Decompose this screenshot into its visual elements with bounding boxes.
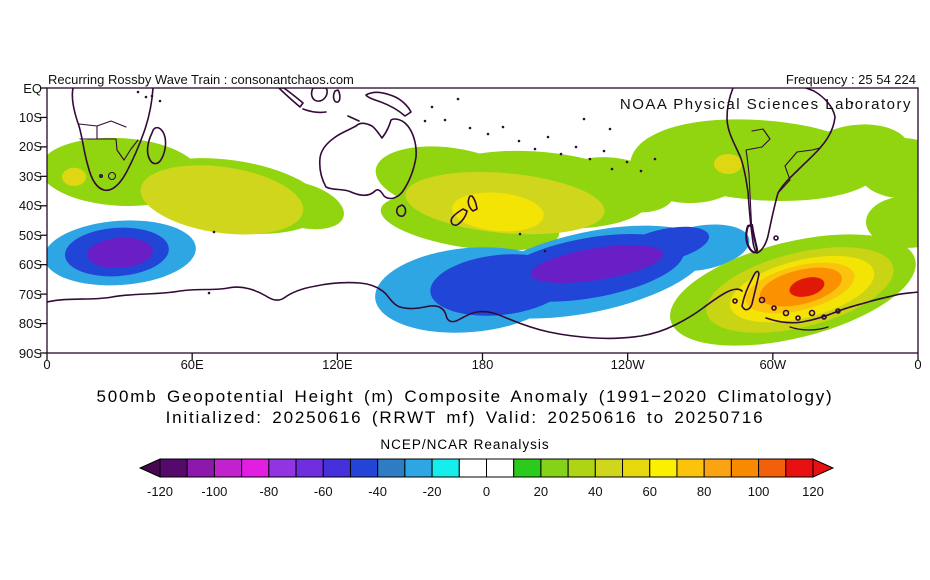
anomaly-region [714,153,743,174]
colorbar-tick-label: -80 [259,484,279,499]
lat-tick-label: 70S [18,286,42,302]
border-dot [99,174,104,179]
agency-label: NOAA Physical Sciences Laboratory [619,96,912,113]
anomaly-region [140,165,304,235]
colorbar-tick-label: 20 [533,484,549,499]
coastlines [47,88,918,340]
title-line1: 500mb Geopotential Height (m) Composite … [96,387,834,406]
lon-tick-label: 180 [471,357,494,372]
chile-fjords [745,223,759,254]
antarctic-peninsula [741,270,760,311]
anomaly-region [857,138,918,199]
anomaly-region [62,167,87,187]
lon-tick-label: 0 [914,357,922,372]
borneo-coast [310,88,328,102]
colorbar [138,458,835,478]
lon-tick-label: 60E [180,357,204,372]
madagascar-coast [146,126,167,165]
colorbar-tick-label: -20 [422,484,442,499]
sulawesi-coast [332,89,341,103]
lon-tick-label: 60W [759,357,787,372]
colorbar-tick-label: -60 [313,484,333,499]
anomaly-region [630,127,751,204]
australia-coast [318,118,417,200]
lesotho-border [107,171,117,181]
timor-coast [347,115,360,122]
map-frame [40,87,919,360]
lat-tick-label: 90S [18,345,42,361]
colorbar-title: NCEP/NCAR Reanalysis [380,437,550,452]
header-note: Recurring Rossby Wave Train : consonantc… [48,72,354,87]
colorbar-tick-label: 60 [642,484,657,499]
antarctica-coast [47,281,743,340]
frequency-label: Frequency : 25 54 224 [785,72,916,87]
ice-shelf-edge [789,326,829,331]
lat-tick-label: 30S [18,168,42,184]
java-coast [302,108,327,114]
anomaly-region [530,245,664,283]
lon-tick-label: 120W [610,357,645,372]
new-zealand-south [450,208,468,226]
colorbar-tick-label: -40 [368,484,388,499]
anomaly-region [87,237,153,269]
lat-tick-label: 40S [18,198,42,214]
anomaly-region [865,196,918,248]
south-america-borders [745,128,821,235]
colorbar-tick-label: 0 [482,484,491,499]
colorbar-tick-label: -100 [201,484,228,499]
colorbar-tick-label: -120 [146,484,174,499]
tasmania-coast [396,204,407,217]
falkland-islands [773,235,779,241]
lon-tick-label: 0 [43,357,51,372]
lat-tick-label: 60S [18,257,42,273]
lat-tick-label: 50S [18,227,42,243]
africa-coast [71,88,154,192]
lat-tick-label: EQ [23,80,42,96]
new-zealand-north [467,195,478,212]
antarctica-coast-east [765,291,918,324]
lat-tick-label: 10S [18,109,42,125]
title-line2: Initialized: 20250616 (RRWT mf) Valid: 2… [165,408,765,427]
lat-tick-label: 80S [18,316,42,332]
africa-borders [78,120,139,161]
colorbar-tick-label: 120 [802,484,824,499]
south-america-coast [726,88,836,254]
antarctic-islands [732,296,841,321]
lat-tick-label: 20S [18,139,42,155]
sumatra-coast [278,88,304,108]
anomaly-region [789,277,825,297]
colorbar-tick-label: 40 [588,484,603,499]
colorbar-tick-label: 100 [747,484,770,499]
lon-tick-label: 120E [322,357,353,372]
island-dots [136,90,854,295]
colorbar-tick-label: 80 [696,484,712,499]
anomaly-contours [47,119,918,346]
new-guinea-coast [365,91,412,117]
